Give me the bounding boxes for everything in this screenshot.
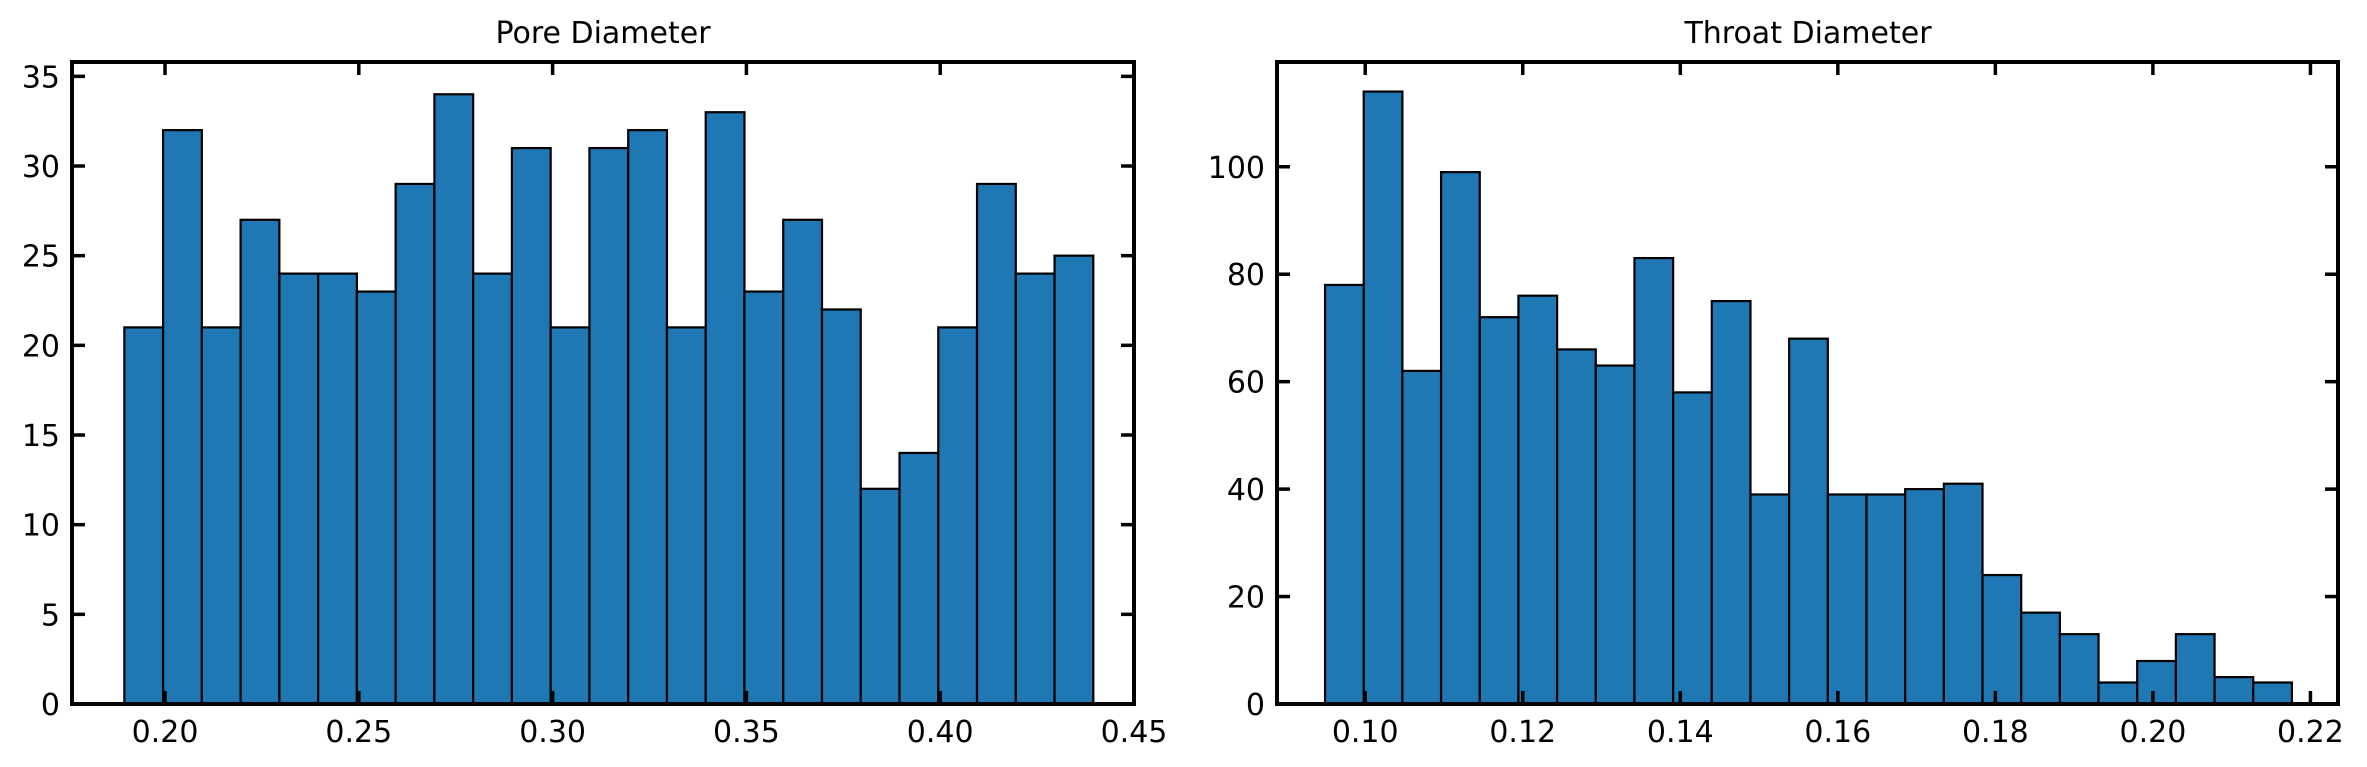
histogram-bar [1014,272,1056,706]
y-tick-label: 100 [1208,151,1265,186]
pore-diameter-panel: Pore Diameter 0.20 0.25 0.30 0.35 0.40 0.45 0 5… [22,16,1168,750]
x-tick-label: 0.12 [1489,715,1556,750]
histogram-bar [200,326,242,706]
histogram-bar [510,146,552,706]
histogram-bar [1788,337,1829,706]
histogram-bar [898,451,940,706]
histogram-bar [1672,391,1713,706]
histogram-bar [161,129,203,706]
histogram-bar [975,182,1017,706]
histogram-bar [278,272,320,706]
histogram-bar [1517,294,1559,706]
histogram-bar [859,487,901,706]
y-tick-label: 80 [1227,258,1265,293]
histogram-bar [2058,633,2100,706]
y-tick-label: 25 [22,240,60,275]
histogram-bar [1865,493,1907,706]
histogram-bar [1478,316,1520,706]
x-tick-label: 0.45 [1101,715,1168,750]
x-tick-label: 0.20 [132,715,199,750]
x-tick-label: 0.25 [325,715,392,750]
histogram-bar [1710,299,1752,706]
histogram-bar [627,129,669,706]
x-tick-label: 0.10 [1332,715,1399,750]
y-tick-label: 15 [22,419,60,454]
histogram-bar [2020,611,2061,706]
histogram-bar [1594,364,1636,706]
histogram-bar [588,146,630,706]
chart-title: Throat Diameter [1683,16,1932,51]
histogram-bar [549,326,591,706]
histogram-bar [782,218,824,706]
histogram-bar [2213,676,2255,706]
x-tick-label: 0.22 [2277,715,2344,750]
histogram-bar [1439,171,1481,706]
y-tick-label: 40 [1227,473,1265,508]
histogram-bar [704,111,746,706]
histogram-bar [239,218,281,706]
plot-frame [1275,60,2340,706]
histogram-bar [1981,573,2023,706]
histogram-bar [1633,256,1675,706]
histogram-bar [394,182,436,706]
histogram-bar [937,326,979,706]
x-tick-label: 0.20 [2119,715,2186,750]
y-tick-label: 30 [22,150,60,185]
y-tick-label: 60 [1227,366,1265,401]
x-tick-label: 0.14 [1647,715,1714,750]
x-tick-label: 0.16 [1804,715,1871,750]
histogram-bar [433,93,475,706]
x-tick-label: 0.18 [1962,715,2029,750]
histogram-bar [2097,681,2139,706]
bars [1323,90,2294,706]
ticks: 0.20 0.25 0.30 0.35 0.40 0.45 0 5 10 15 20 25 30 35 [22,60,1168,750]
y-tick-label: 5 [41,598,60,633]
histogram-bar [1401,369,1443,706]
histogram-bar [1362,90,1404,706]
histogram-bar [665,326,707,706]
y-tick-label: 0 [1246,688,1265,723]
histogram-bar [1749,493,1791,706]
histogram-bar [1826,493,1868,706]
x-tick-label: 0.30 [519,715,586,750]
y-tick-label: 20 [1227,581,1265,616]
y-tick-label: 10 [22,509,60,544]
histogram-bar [1942,482,1984,706]
plot-frame [70,60,1136,706]
histogram-bar [820,308,862,706]
chart-title: Pore Diameter [495,16,711,51]
histogram-bar [317,272,358,706]
histogram-bar [472,272,514,706]
y-tick-label: 35 [22,60,60,95]
histogram-bar [2136,659,2177,706]
throat-diameter-panel: Throat Diameter 0.10 0.12 0.14 0.16 0.18 0.20… [1208,16,2344,750]
x-tick-label: 0.40 [907,715,974,750]
histogram-bar [2174,633,2216,706]
histogram-bar [1904,488,1945,706]
ticks: 0.10 0.12 0.14 0.16 0.18 0.20 0.22 0 20 40 60 80 100 [1208,62,2344,750]
y-tick-label: 20 [22,329,60,364]
histogram-bar [1053,254,1095,706]
histogram-bar [1323,283,1365,706]
histogram-bar [355,290,397,706]
histogram-bar [1555,348,1597,706]
histogram-bar [2252,681,2294,706]
histogram-bar [123,326,165,706]
histogram-bar [743,290,785,706]
x-tick-label: 0.35 [713,715,780,750]
bars [123,93,1095,706]
y-tick-label: 0 [41,688,60,723]
